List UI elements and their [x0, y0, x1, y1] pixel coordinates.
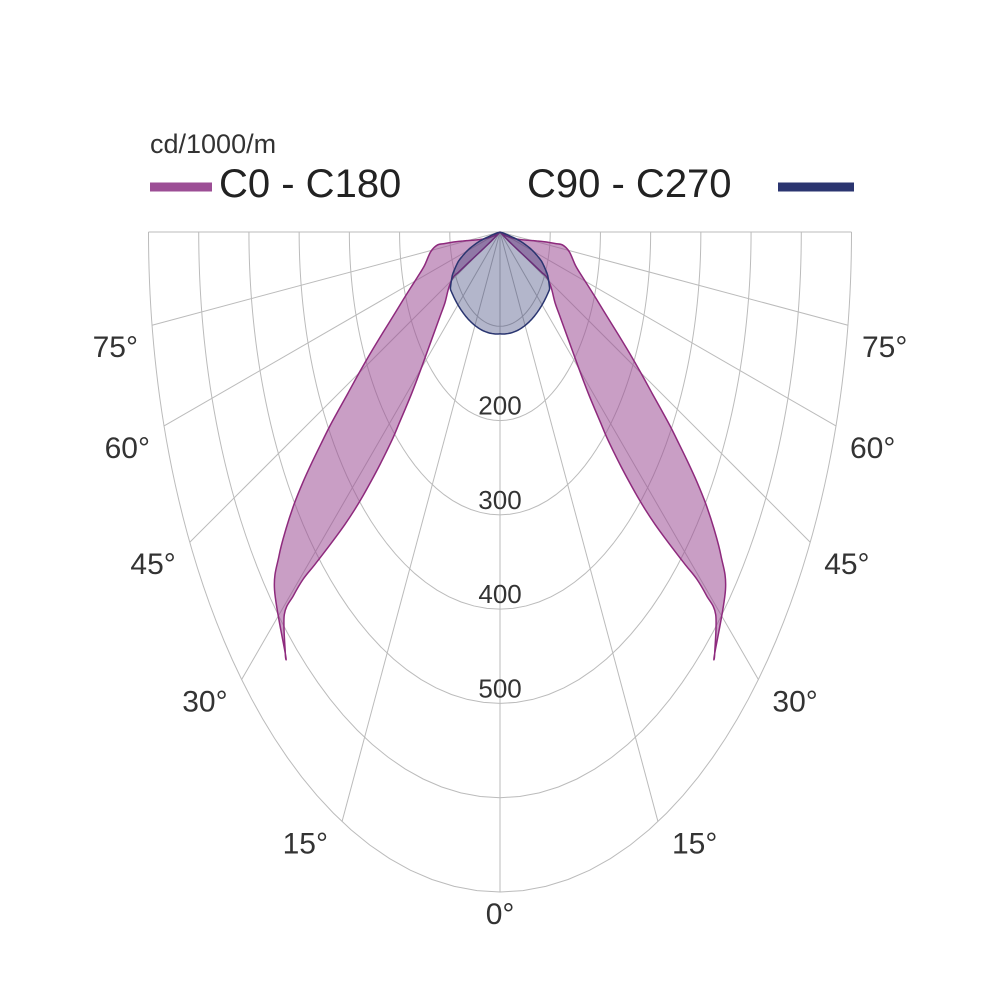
svg-text:cd/1000/m: cd/1000/m	[150, 129, 276, 159]
svg-text:30°: 30°	[182, 686, 227, 719]
svg-text:300: 300	[478, 485, 521, 515]
svg-text:200: 200	[478, 391, 521, 421]
svg-text:C0 - C180: C0 - C180	[219, 162, 401, 206]
svg-text:C90 - C270: C90 - C270	[527, 162, 732, 206]
svg-text:0°: 0°	[486, 898, 515, 931]
svg-text:15°: 15°	[283, 828, 328, 861]
svg-text:15°: 15°	[672, 828, 717, 861]
svg-text:400: 400	[478, 579, 521, 609]
svg-text:30°: 30°	[772, 686, 817, 719]
svg-text:500: 500	[478, 673, 521, 703]
svg-text:45°: 45°	[824, 548, 869, 581]
svg-text:45°: 45°	[130, 548, 175, 581]
svg-text:75°: 75°	[93, 331, 138, 364]
svg-text:60°: 60°	[105, 432, 150, 465]
svg-text:75°: 75°	[862, 331, 907, 364]
svg-text:60°: 60°	[850, 432, 895, 465]
